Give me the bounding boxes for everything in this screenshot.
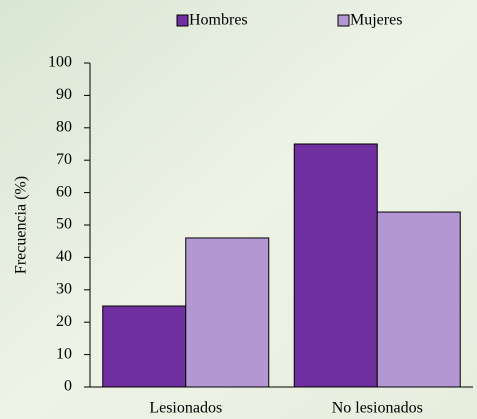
y-tick-label: 100 [48, 54, 72, 71]
x-tick-label: Lesionados [149, 400, 222, 417]
y-tick-label: 60 [56, 183, 72, 200]
y-tick-label: 40 [56, 248, 72, 265]
legend-label: Hombres [189, 12, 248, 29]
y-tick-label: 80 [56, 118, 72, 135]
bar [103, 306, 186, 387]
y-axis-label: Frecuencia (%) [13, 176, 30, 274]
legend-swatch [177, 15, 188, 26]
chart: Frecuencia (%) 0 10 20 30 40 50 60 70 80 90 100 Les… [0, 0, 477, 419]
y-tick-label: 50 [56, 216, 72, 233]
y-tick-label: 20 [56, 313, 72, 330]
y-tick-label: 10 [56, 345, 72, 362]
y-tick-label: 90 [56, 86, 72, 103]
x-tick-label: No lesionados [332, 400, 423, 417]
bar [294, 144, 377, 387]
legend-swatch [338, 15, 349, 26]
y-tick-label: 0 [64, 378, 72, 395]
page: Frecuencia (%) 0 10 20 30 40 50 60 70 80 90 100 Les… [0, 0, 477, 419]
bar [186, 238, 269, 387]
y-tick-label: 70 [56, 151, 72, 168]
bar [377, 212, 460, 387]
legend-label: Mujeres [350, 12, 402, 29]
y-tick-label: 30 [56, 280, 72, 297]
